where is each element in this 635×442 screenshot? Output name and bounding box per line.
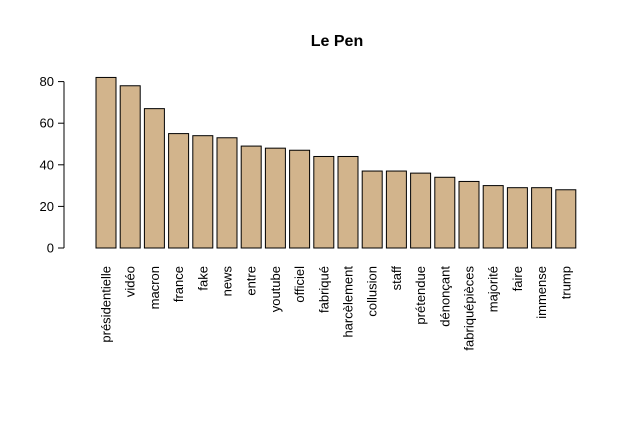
y-axis: 0 20 40 60 80 — [40, 74, 65, 256]
bar-dénonçant — [434, 176, 456, 249]
bars — [95, 76, 577, 249]
category-label: majorité — [486, 266, 501, 312]
bar-majorité — [482, 185, 504, 249]
bar-immense — [531, 187, 553, 249]
category-label: fabriqué — [316, 266, 331, 313]
category-label: dénonçant — [437, 266, 452, 327]
category-label: officiel — [292, 266, 307, 303]
y-tick-label: 60 — [40, 116, 54, 131]
category-label: fabriquépièces — [462, 266, 477, 351]
bar-prétendue — [410, 172, 432, 249]
bar-fabriqué — [313, 155, 335, 249]
y-tick-label: 80 — [40, 74, 54, 89]
bar-officiel — [289, 149, 311, 249]
bar-france — [168, 133, 190, 249]
bar-présidentielle — [95, 76, 117, 249]
category-label: news — [220, 266, 235, 297]
bar-trump — [555, 189, 577, 249]
category-label: présidentielle — [99, 266, 114, 343]
bar-collusion — [361, 170, 383, 249]
category-label: faire — [510, 266, 525, 291]
category-label: france — [171, 266, 186, 302]
y-tick-label: 20 — [40, 199, 54, 214]
bar-faire — [506, 187, 528, 249]
bar-youtube — [264, 147, 286, 249]
x-axis-labels: présidentielle vidéo macron france fake news e… — [99, 266, 574, 351]
bar-staff — [385, 170, 407, 249]
category-label: collusion — [365, 266, 380, 317]
bar-vidéo — [119, 85, 141, 249]
category-label: trump — [558, 266, 573, 299]
category-label: prétendue — [413, 266, 428, 325]
y-tick-label: 0 — [47, 241, 54, 256]
bar-fake — [192, 135, 214, 249]
category-label: vidéo — [123, 266, 138, 297]
chart-title: Le Pen — [311, 33, 363, 50]
category-label: fake — [195, 266, 210, 291]
bar-fabriquépièces — [458, 180, 480, 249]
bar-harcèlement — [337, 155, 359, 249]
y-tick-label: 40 — [40, 157, 54, 172]
category-label: macron — [147, 266, 162, 309]
category-label: staff — [389, 266, 404, 291]
bar-entre — [240, 145, 262, 249]
category-label: youtube — [268, 266, 283, 312]
category-label: harcèlement — [341, 266, 356, 338]
bar-news — [216, 137, 238, 249]
category-label: immense — [534, 266, 549, 319]
bar-macron — [143, 108, 165, 249]
category-label: entre — [244, 266, 259, 296]
